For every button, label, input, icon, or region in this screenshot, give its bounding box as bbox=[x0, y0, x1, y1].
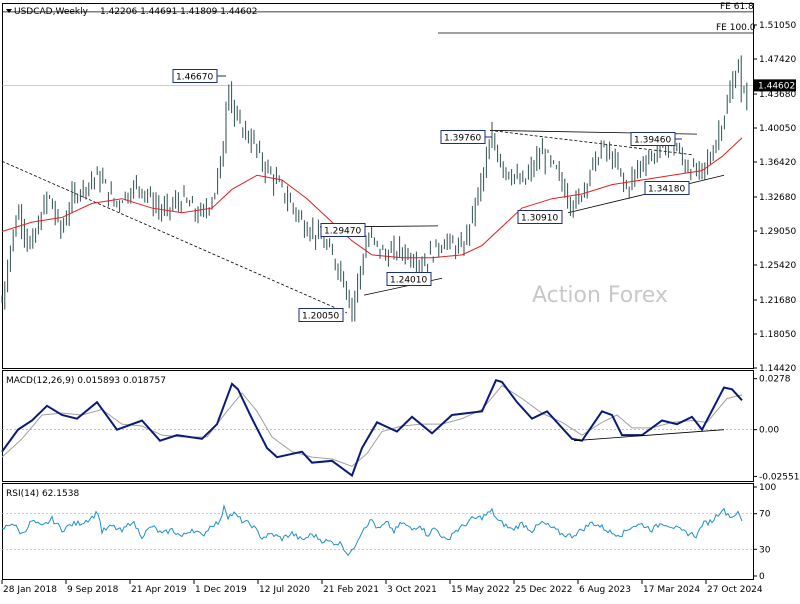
price-tick-label: 1.47420 bbox=[759, 55, 796, 65]
annotation-box bbox=[386, 272, 432, 286]
rsi-line bbox=[1, 503, 743, 557]
x-tick-label: 27 Oct 2024 bbox=[707, 585, 763, 595]
x-tick-label: 17 Mar 2024 bbox=[643, 585, 700, 595]
price-bars bbox=[1, 55, 748, 322]
annotation-box bbox=[320, 223, 366, 237]
macd-trend-line bbox=[573, 429, 725, 442]
annotation-label: 1.34180 bbox=[648, 185, 685, 195]
price-panel bbox=[2, 3, 754, 369]
x-tick-label: 6 Aug 2023 bbox=[579, 585, 631, 595]
rsi-tick-label: 0 bbox=[759, 572, 765, 582]
annotation-label: 1.29470 bbox=[324, 227, 361, 237]
rsi-title: RSI(14) 62.1538 bbox=[6, 489, 79, 499]
x-tick-label: 21 Apr 2019 bbox=[131, 585, 187, 595]
x-tick-label: 15 May 2022 bbox=[451, 585, 510, 595]
price-tick-label: 1.21680 bbox=[759, 296, 796, 306]
x-tick-label: 3 Oct 2021 bbox=[387, 585, 437, 595]
last-price-tag bbox=[754, 79, 796, 92]
price-tick-label: 1.51050 bbox=[759, 21, 796, 31]
rsi-panel bbox=[2, 483, 754, 580]
annotation-box bbox=[644, 181, 690, 195]
price-tick-label: 1.29050 bbox=[759, 227, 796, 237]
fib-label: FE 61.8 bbox=[720, 2, 754, 12]
trend-line-dashed-triangle bbox=[489, 129, 693, 156]
trend-line-dashed-down bbox=[1, 160, 348, 314]
annotation-label: 1.24010 bbox=[390, 276, 427, 286]
x-tick-label: 1 Dec 2019 bbox=[195, 585, 247, 595]
annotation-label: 1.46670 bbox=[176, 73, 213, 83]
dropdown-triangle-icon[interactable] bbox=[6, 9, 12, 13]
annotation-label: 1.39460 bbox=[634, 136, 671, 146]
macd-panel bbox=[2, 370, 754, 482]
x-tick-label: 28 Jan 2018 bbox=[3, 585, 57, 595]
annotation-box bbox=[517, 210, 563, 224]
annotation-label: 1.39760 bbox=[444, 134, 481, 144]
price-tick-label: 1.36420 bbox=[759, 158, 796, 168]
x-tick-label: 12 Jul 2020 bbox=[259, 585, 310, 595]
macd-main-line bbox=[1, 378, 743, 478]
last-price-label: 1.44602 bbox=[758, 81, 795, 91]
annotation-label: 1.20050 bbox=[302, 312, 339, 322]
price-tick-label: 1.40050 bbox=[759, 124, 796, 134]
rsi-tick-label: 30 bbox=[759, 545, 771, 555]
moving-average-line bbox=[1, 137, 743, 259]
rsi-tick-label: 70 bbox=[759, 510, 771, 520]
macd-tick-label: 0.00 bbox=[759, 426, 779, 436]
macd-title: MACD(12,26,9) 0.015893 0.018757 bbox=[6, 376, 166, 386]
macd-tick-label: 0.0278 bbox=[759, 375, 791, 385]
rsi-tick-label: 100 bbox=[759, 483, 776, 493]
watermark: Action Forex bbox=[532, 283, 668, 308]
x-tick-label: 21 Feb 2021 bbox=[323, 585, 379, 595]
annotation-box bbox=[298, 308, 344, 322]
price-tick-label: 1.25420 bbox=[759, 261, 796, 271]
x-tick-label: 25 Dec 2022 bbox=[515, 585, 573, 595]
price-tick-label: 1.43680 bbox=[759, 90, 796, 100]
x-tick-label: 9 Sep 2018 bbox=[67, 585, 119, 595]
price-tick-label: 1.32680 bbox=[759, 193, 796, 203]
annotation-label: 1.30910 bbox=[521, 214, 558, 224]
price-tick-label: 1.14420 bbox=[759, 364, 796, 374]
fib-label: FE 100.0 bbox=[716, 23, 756, 33]
price-tick-label: 1.18050 bbox=[759, 330, 796, 340]
